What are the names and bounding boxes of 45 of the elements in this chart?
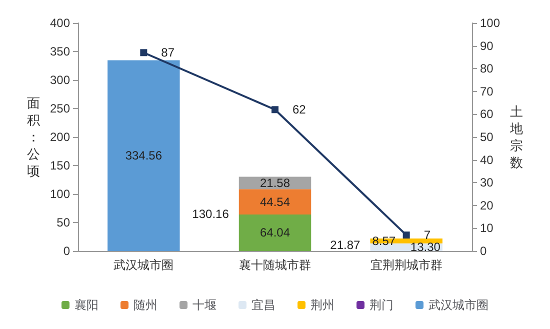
y-tick-label: 250	[50, 102, 70, 116]
data-label: 13.30	[410, 240, 441, 254]
y2-tick-label: 100	[480, 16, 500, 30]
x-tick-label: 武汉城市圈	[114, 258, 174, 272]
y-tick-label: 350	[50, 44, 70, 58]
y2-tick-label: 90	[480, 38, 494, 53]
data-label: 44.54	[260, 194, 290, 209]
legend-label: 十堰	[192, 298, 216, 312]
y-axis-title: 面积：公顷	[27, 96, 40, 178]
x-tick-label: 襄十随城市群	[239, 258, 311, 272]
legend-label: 襄阳	[74, 298, 98, 312]
data-label: 21.58	[260, 176, 290, 190]
legend-label: 武汉城市圈	[428, 298, 488, 312]
total-label: 130.16	[192, 206, 230, 221]
total-label: 21.87	[330, 238, 361, 252]
point	[402, 232, 410, 239]
data-label: 334.56	[125, 148, 162, 163]
y-tick-label: 200	[50, 130, 70, 144]
y-tick-label: 400	[50, 16, 70, 30]
y2-tick-label: 60	[480, 107, 494, 122]
legend-label: 荆州	[310, 298, 334, 312]
x-tick-label: 宜荆荆城市群	[370, 258, 442, 272]
data-label: 64.04	[260, 226, 290, 240]
y2-tick-label: 10	[480, 221, 494, 236]
point	[272, 106, 278, 114]
y2-tick-label: 50	[480, 130, 494, 144]
y2-tick-label: 80	[480, 62, 494, 76]
y-tick-label: 100	[50, 187, 70, 201]
data-label: 7	[424, 228, 431, 242]
legend-label: 随州	[134, 298, 158, 312]
y2-tick-label: 20	[480, 198, 494, 212]
y-tick-label: 50	[56, 216, 70, 230]
legend-label: 宜昌	[252, 298, 276, 312]
y-tick-label: 0	[63, 244, 70, 258]
y2-axis-title: 土地宗数	[509, 104, 523, 170]
y2-tick-label: 0	[480, 244, 487, 258]
y2-tick-label: 40	[480, 152, 494, 167]
legend-label: 荆门	[370, 298, 394, 312]
point	[140, 49, 148, 56]
y-tick-label: 300	[50, 73, 70, 87]
data-label: 87	[161, 46, 175, 60]
y2-tick-label: 30	[480, 176, 494, 190]
y2-tick-label: 70	[480, 84, 494, 98]
data-label: 62	[292, 102, 306, 117]
y-tick-label: 150	[50, 158, 70, 172]
